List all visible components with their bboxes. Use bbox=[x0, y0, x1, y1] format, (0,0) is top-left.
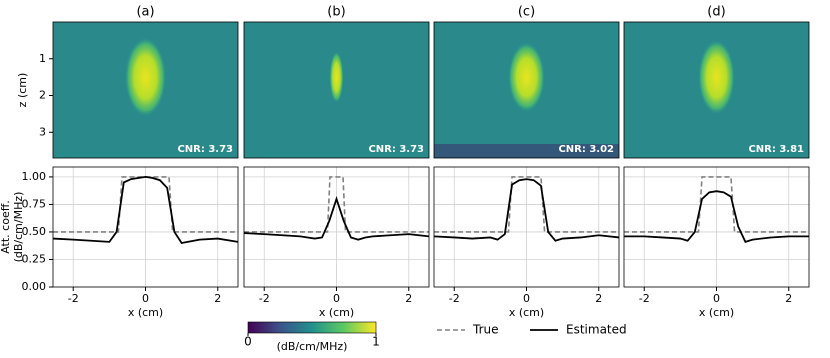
noise-band bbox=[434, 144, 619, 158]
x-axis-label: x (cm) bbox=[128, 306, 163, 319]
x-tick-label: 0 bbox=[142, 292, 149, 305]
x-tick-label: -2 bbox=[68, 292, 79, 305]
x-tick-label: 2 bbox=[785, 292, 792, 305]
x-tick-label: -2 bbox=[259, 292, 270, 305]
y-tick-label: 0.00 bbox=[22, 280, 47, 293]
colorbar-label: (dB/cm/MHz) bbox=[277, 340, 348, 353]
cnr-label: CNR: 3.73 bbox=[368, 144, 424, 155]
estimated-line bbox=[624, 190, 809, 243]
cnr-label: CNR: 3.73 bbox=[177, 144, 233, 155]
axes-frame bbox=[433, 21, 620, 159]
axes-frame bbox=[52, 166, 239, 288]
panel-title: (c) bbox=[518, 5, 535, 20]
inclusion bbox=[698, 40, 735, 114]
axes-frame bbox=[623, 21, 810, 159]
x-axis-label: x (cm) bbox=[509, 306, 544, 319]
x-tick-label: 0 bbox=[333, 292, 340, 305]
legend-label: Estimated bbox=[566, 323, 627, 337]
inclusion bbox=[329, 51, 344, 103]
true-line bbox=[624, 176, 809, 233]
x-tick-label: -2 bbox=[449, 292, 460, 305]
inclusion bbox=[125, 38, 166, 117]
y-tick-label: 3 bbox=[39, 125, 46, 138]
x-tick-label: -2 bbox=[639, 292, 650, 305]
y-axis-label: Att. coeff. bbox=[0, 200, 12, 254]
panel-title: (b) bbox=[327, 5, 345, 20]
y-tick-label: 1.00 bbox=[22, 170, 47, 183]
y-tick-label: 2 bbox=[39, 89, 46, 102]
panel-title: (a) bbox=[136, 5, 154, 20]
x-axis-label: x (cm) bbox=[699, 306, 734, 319]
cnr-label: CNR: 3.02 bbox=[558, 144, 614, 155]
axes-frame bbox=[243, 166, 430, 288]
axes-frame bbox=[433, 166, 620, 288]
colorbar bbox=[247, 321, 377, 334]
x-tick-label: 2 bbox=[214, 292, 221, 305]
x-tick-label: 2 bbox=[595, 292, 602, 305]
axes-frame bbox=[243, 21, 430, 159]
estimated-line bbox=[434, 178, 619, 242]
true-line bbox=[434, 176, 619, 233]
y-axis-label: z (cm) bbox=[16, 73, 29, 108]
colorbar-tick-label: 1 bbox=[372, 335, 380, 349]
y-tick-label: 0.50 bbox=[22, 225, 47, 238]
estimated-line bbox=[53, 175, 238, 244]
true-line bbox=[244, 176, 429, 233]
x-tick-label: 0 bbox=[713, 292, 720, 305]
x-axis-label: x (cm) bbox=[319, 306, 354, 319]
estimated-line bbox=[244, 196, 429, 241]
y-axis-label: (dB/cm/MHz) bbox=[12, 192, 25, 263]
panel-title: (d) bbox=[707, 5, 725, 20]
x-tick-label: 2 bbox=[405, 292, 412, 305]
colorbar-tick-label: 0 bbox=[244, 335, 252, 349]
axes-frame bbox=[623, 166, 810, 288]
x-tick-label: 0 bbox=[523, 292, 530, 305]
legend-label: True bbox=[472, 323, 499, 337]
y-tick-label: 0.25 bbox=[22, 252, 47, 265]
cnr-label: CNR: 3.81 bbox=[748, 144, 804, 155]
y-tick-label: 1 bbox=[39, 52, 46, 65]
inclusion bbox=[508, 42, 545, 112]
y-tick-label: 0.75 bbox=[22, 197, 47, 210]
axes-frame bbox=[52, 21, 239, 159]
